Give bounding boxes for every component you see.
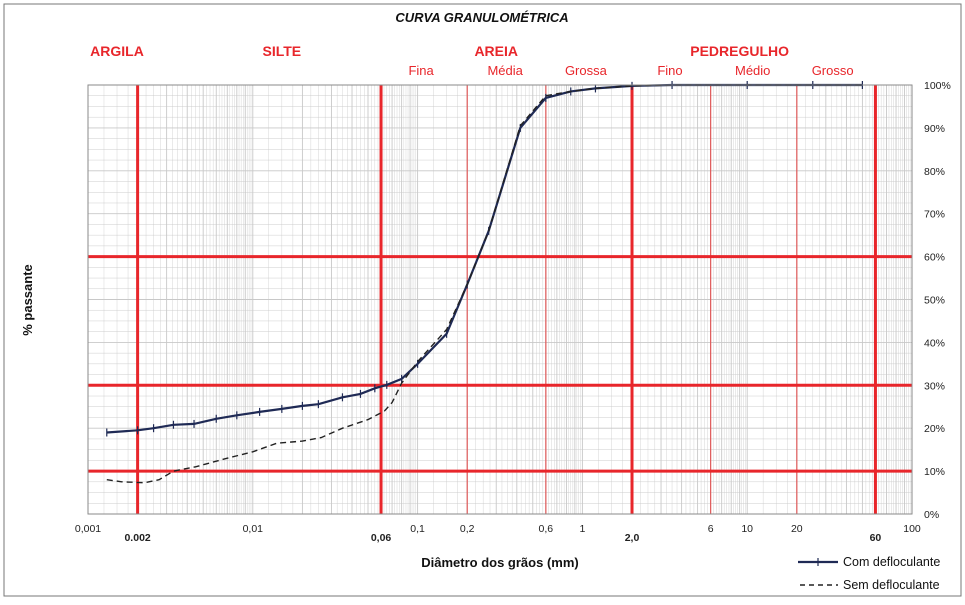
x-tick-label: 10 (741, 523, 753, 535)
soil-class-label: PEDREGULHO (690, 43, 789, 59)
x-tick-label: 6 (708, 523, 714, 535)
series-lines (106, 81, 863, 484)
y-tick-label: 60% (924, 252, 945, 264)
y-tick-label: 40% (924, 337, 945, 349)
y-tick-label: 90% (924, 123, 945, 135)
x-tick-label: 0,1 (410, 523, 425, 535)
x-tick-label: 0,06 (371, 532, 392, 544)
y-tick-labels: 0% 10% 20% 30% 40% 50% 60% 70% 80% 90% 100% (924, 80, 951, 521)
y-tick-label: 100% (924, 80, 951, 92)
legend-label-com-defloculante: Com defloculante (843, 555, 940, 569)
soil-class-label: AREIA (474, 43, 518, 59)
grid-lines (87, 84, 912, 515)
soil-class-label: SILTE (262, 43, 301, 59)
x-tick-label: 0.002 (124, 532, 150, 544)
x-tick-label: 100 (903, 523, 921, 535)
legend-label-sem-defloculante: Sem defloculante (843, 578, 940, 592)
soil-subclass-label: Grosso (812, 63, 854, 78)
x-tick-label: 0,001 (75, 523, 101, 535)
soil-subclass-label: Fina (408, 63, 434, 78)
y-tick-label: 20% (924, 423, 945, 435)
y-tick-label: 10% (924, 466, 945, 478)
y-tick-label: 70% (924, 209, 945, 221)
legend: Com defloculante Sem defloculante (798, 555, 940, 592)
x-tick-label: 0,01 (243, 523, 264, 535)
x-axis-title: Diâmetro dos grãos (mm) (421, 555, 578, 570)
y-tick-label: 30% (924, 380, 945, 392)
x-tick-label: 0,2 (460, 523, 475, 535)
classification-boundaries (88, 85, 912, 514)
soil-class-label: ARGILA (90, 43, 144, 59)
x-tick-label: 60 (870, 532, 882, 544)
x-tick-labels: 0,001 0.002 0,01 0,06 0,1 0,2 0,6 1 2,0 6 10 20 60 10… (75, 523, 921, 544)
outer-frame (3, 3, 962, 597)
soil-subclass-label: Fino (657, 63, 682, 78)
x-tick-label: 2,0 (625, 532, 640, 544)
y-tick-label: 80% (924, 166, 945, 178)
x-tick-label: 0,6 (539, 523, 554, 535)
x-tick-label: 20 (791, 523, 803, 535)
x-tick-label: 1 (579, 523, 585, 535)
soil-subclass-label: Médio (735, 63, 770, 78)
soil-subclass-label: Média (487, 63, 523, 78)
y-axis-title: % passante (20, 264, 35, 336)
y-tick-label: 0% (924, 509, 939, 521)
soil-subclass-label: Grossa (565, 63, 608, 78)
y-tick-label: 50% (924, 295, 945, 307)
classification-labels: ARGILA SILTE AREIA PEDREGULHO Fina Média Gross… (90, 43, 853, 78)
series-line-sem-defloculante (106, 84, 863, 484)
chart-title: CURVA GRANULOMÉTRICA (395, 10, 568, 25)
plot-frame (87, 84, 913, 515)
